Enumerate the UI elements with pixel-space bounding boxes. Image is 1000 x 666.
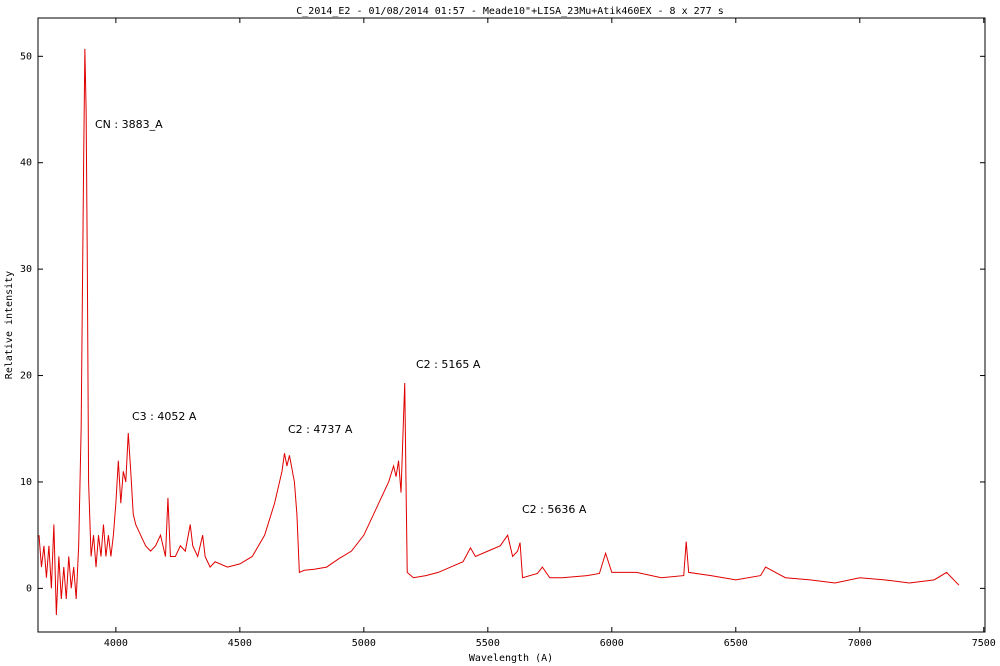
spectrum-line [38,48,960,615]
annotation: C2 : 5636 A [522,503,587,516]
annotation: C2 : 4737 A [288,423,353,436]
plot-frame [37,17,986,633]
x-tick-label: 4000 [104,638,128,649]
x-tick-label: 5000 [352,638,376,649]
y-tick-label: 30 [20,264,32,275]
x-tick-label: 7500 [972,638,996,649]
y-tick-label: 20 [20,371,32,382]
annotation: C2 : 5165 A [416,358,481,371]
x-tick-label: 7000 [848,638,872,649]
y-tick-label: 50 [20,51,32,62]
x-tick-label: 6000 [600,638,624,649]
annotation: CN : 3883_A [95,118,163,131]
annotation: C3 : 4052 A [132,410,197,423]
x-tick-label: 4500 [228,638,252,649]
x-tick-label: 5500 [476,638,500,649]
y-axis-label: Relative intensity [4,271,15,379]
y-tick-label: 0 [26,583,32,594]
x-axis-label: Wavelength (A) [469,653,553,664]
y-tick-label: 10 [20,477,32,488]
chart-title: C_2014_E2 - 01/08/2014 01:57 - Meade10"+… [296,6,723,17]
x-tick-label: 6500 [724,638,748,649]
y-tick-label: 40 [20,158,32,169]
